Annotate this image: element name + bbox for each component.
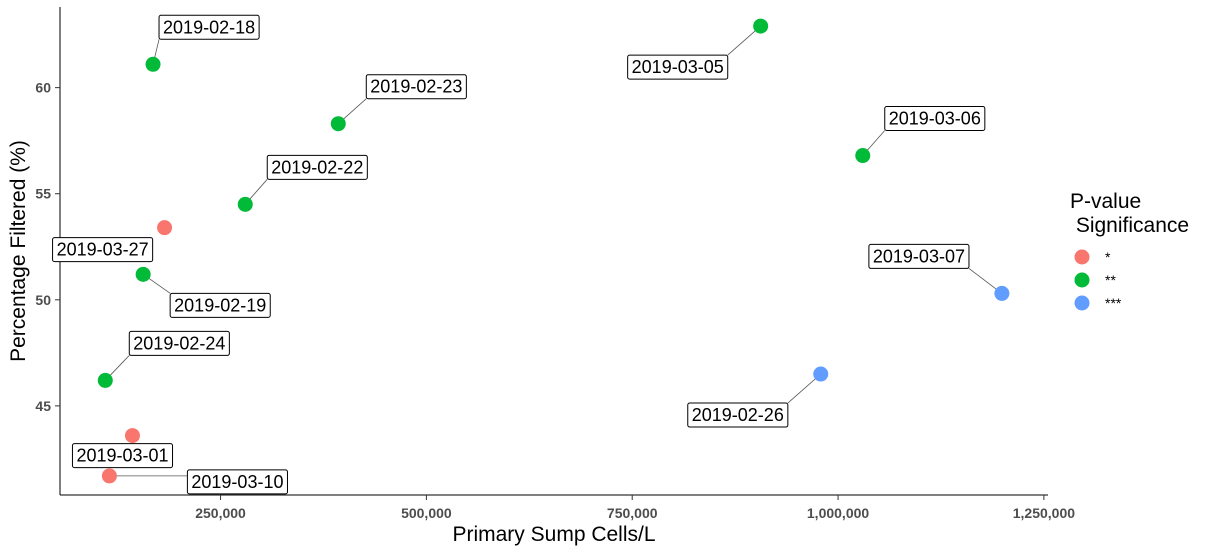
data-points	[97, 18, 1010, 484]
legend: P-value Significance ******	[1070, 190, 1189, 311]
data-label: 2019-02-26	[687, 402, 789, 428]
data-label-box	[169, 292, 271, 318]
data-point	[97, 372, 113, 388]
data-label: 2019-03-05	[627, 54, 729, 80]
data-label-text: 2019-03-10	[191, 472, 283, 492]
data-label-text: 2019-03-06	[889, 109, 981, 129]
data-label-box	[186, 469, 288, 495]
data-point	[101, 468, 117, 484]
data-label-text: 2019-02-26	[692, 405, 784, 425]
data-label-box	[52, 237, 154, 263]
data-label-text: 2019-02-24	[133, 333, 225, 353]
data-label: 2019-03-27	[52, 237, 154, 263]
data-point	[124, 428, 140, 444]
legend-items: ******	[1074, 249, 1122, 311]
data-label-text: 2019-03-05	[632, 57, 724, 77]
data-label: 2019-03-10	[186, 469, 288, 495]
data-label: 2019-02-23	[365, 74, 467, 100]
legend-title-line1: P-value	[1070, 190, 1141, 213]
x-tick-label: 750,000	[607, 505, 658, 521]
legend-swatch	[1074, 272, 1090, 288]
y-axis-title: Percentage Filtered (%)	[7, 140, 30, 362]
data-label: 2019-03-01	[71, 443, 174, 469]
x-axis-title: Primary Sump Cells/L	[452, 523, 655, 546]
y-tick-label: 60	[35, 80, 51, 96]
legend-swatch	[1074, 295, 1090, 311]
data-label-text: 2019-02-23	[370, 77, 462, 97]
data-point	[813, 366, 829, 382]
label-leader-lines	[104, 25, 1003, 477]
data-label-text: 2019-03-07	[873, 246, 965, 266]
data-label: 2019-02-18	[158, 14, 260, 40]
y-tick-label: 45	[35, 398, 51, 414]
data-label-text: 2019-02-19	[174, 295, 266, 315]
data-label-box	[365, 74, 467, 100]
y-tick-label: 50	[35, 292, 51, 308]
data-label: 2019-02-19	[169, 292, 271, 318]
data-point	[135, 266, 151, 282]
legend-title-line2: Significance	[1070, 214, 1189, 237]
data-point	[753, 18, 769, 34]
data-point	[237, 196, 253, 212]
y-ticks: 45 50 55 60	[35, 80, 60, 414]
x-tick-label: 1,000,000	[807, 505, 869, 521]
legend-label: *	[1105, 249, 1111, 265]
data-label: 2019-02-24	[128, 330, 230, 356]
data-label-text: 2019-03-01	[76, 446, 168, 466]
data-label-box	[687, 402, 789, 428]
data-labels: 2019-02-18 2019-02-23 2019-03-05 2019-03-06…	[52, 14, 986, 495]
data-point	[157, 220, 173, 236]
x-ticks: 250,000 500,000 750,000 1,000,000 1,250,000	[195, 495, 1075, 521]
data-label-box	[71, 443, 174, 469]
x-tick-label: 1,250,000	[1013, 505, 1075, 521]
data-label-box	[868, 243, 970, 269]
data-label: 2019-03-06	[884, 106, 986, 132]
x-tick-label: 500,000	[401, 505, 452, 521]
legend-label: **	[1105, 272, 1116, 288]
data-label-box	[158, 14, 260, 40]
data-label: 2019-02-22	[266, 154, 368, 180]
data-label-text: 2019-02-18	[163, 17, 255, 37]
legend-label: ***	[1105, 295, 1122, 311]
x-tick-label: 250,000	[195, 505, 246, 521]
data-label-box	[266, 154, 368, 180]
data-point	[145, 56, 161, 72]
y-tick-label: 55	[35, 186, 51, 202]
legend-swatch	[1074, 249, 1090, 265]
data-point	[330, 116, 346, 132]
data-label-box	[627, 54, 729, 80]
data-label-text: 2019-02-22	[271, 157, 363, 177]
data-point	[855, 148, 871, 164]
data-label-box	[884, 106, 986, 132]
data-point	[994, 285, 1010, 301]
data-label-box	[128, 330, 230, 356]
data-label: 2019-03-07	[868, 243, 970, 269]
data-label-text: 2019-03-27	[57, 240, 149, 260]
